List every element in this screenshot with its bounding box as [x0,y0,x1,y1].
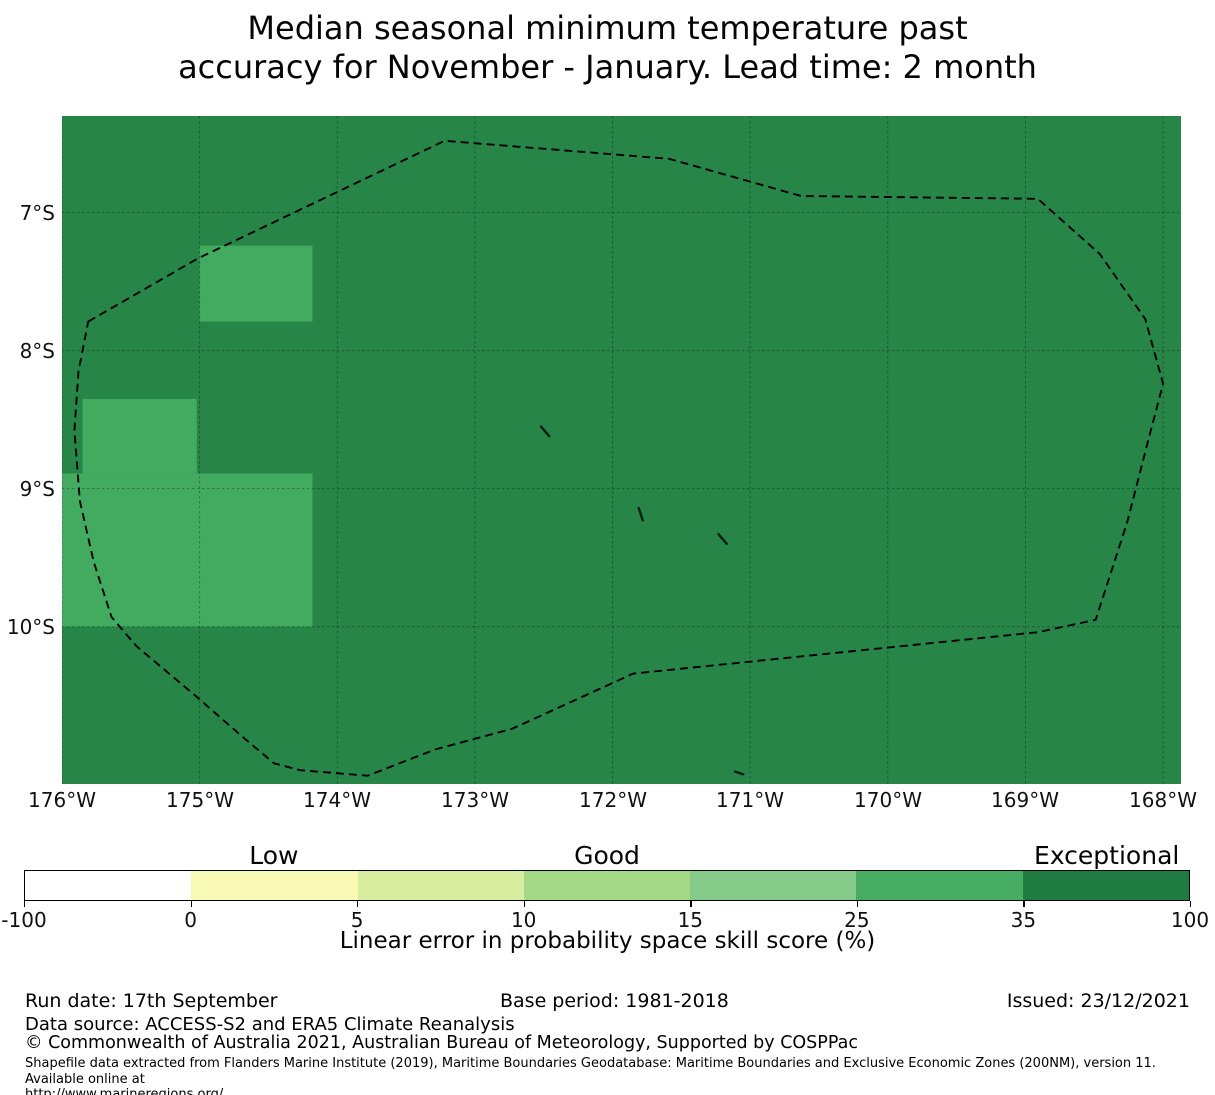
colorbar-region-label: Low [249,841,299,870]
colorbar-tick-label: 5 [350,908,364,932]
island-mark [717,533,728,546]
skill-cell [82,398,197,474]
y-tick-label: 8°S [19,339,55,363]
colorbar-region-label: Good [574,841,640,870]
x-tick-label: 169°W [991,788,1059,812]
colorbar-tick [690,901,692,907]
skill-cell [62,473,313,627]
footer-shapefile-note-line1: Shapefile data extracted from Flanders M… [25,1056,1156,1087]
colorbar-tick [1023,901,1025,907]
footer-data-source: Data source: ACCESS-S2 and ERA5 Climate … [25,1014,515,1035]
x-tick-label: 170°W [854,788,922,812]
footer-copyright: © Commonwealth of Australia 2021, Austra… [25,1033,858,1053]
x-tick-label: 174°W [303,788,371,812]
colorbar-axis-label: Linear error in probability space skill … [339,928,876,954]
map-background [62,116,1181,784]
colorbar-tick [24,901,26,907]
colorbar-segment [690,871,857,900]
colorbar-segment [856,871,1023,900]
colorbar-tick-label: 100 [1170,908,1210,932]
y-tick-label: 7°S [19,201,55,225]
colorbar-region-label: Exceptional [1034,841,1180,870]
x-tick-label: 173°W [441,788,509,812]
footer-base-period: Base period: 1981-2018 [500,990,729,1012]
colorbar [24,870,1190,901]
chart-title-line1: Median seasonal minimum temperature past [247,9,968,47]
skill-cell [199,245,313,322]
chart-title-line2: accuracy for November - January. Lead ti… [178,48,1037,86]
y-tick-label: 10°S [6,615,55,639]
island-mark [733,770,745,776]
colorbar-segment [523,871,691,900]
colorbar-tick-label: -100 [1,908,47,932]
x-tick-label: 176°W [28,788,96,812]
x-tick-label: 175°W [166,788,234,812]
eez-boundary-line [73,139,1165,777]
colorbar-tick [1190,901,1192,907]
chart-title: Median seasonal minimum temperature past… [0,9,1215,87]
y-tick-label: 9°S [19,477,55,501]
colorbar-tick-label: 35 [1010,908,1037,932]
colorbar-tick-label: 10 [510,908,537,932]
x-tick-label: 172°W [579,788,647,812]
x-tick-label: 168°W [1129,788,1197,812]
colorbar-segment [25,871,192,900]
footer-run-date: Run date: 17th September [25,990,278,1012]
footer-shapefile-note: Shapefile data extracted from Flanders M… [25,1056,1195,1095]
map-plot [62,116,1181,784]
colorbar-tick-label: 25 [844,908,870,932]
island-mark [637,506,644,522]
colorbar-tick [523,901,526,907]
colorbar-tick-label: 0 [184,908,197,932]
colorbar-segment [191,871,358,900]
footer-issued-date: Issued: 23/12/2021 [1006,990,1190,1012]
x-tick-label: 171°W [716,788,784,812]
footer-shapefile-note-line2: http://www.marineregions.org/. [25,1087,228,1095]
colorbar-segment [357,871,524,900]
colorbar-tick [856,901,859,907]
colorbar-tick [357,901,359,907]
colorbar-tick [190,901,192,907]
colorbar-tick-label: 15 [677,908,704,932]
island-mark [539,425,551,438]
colorbar-segment [1022,871,1189,900]
